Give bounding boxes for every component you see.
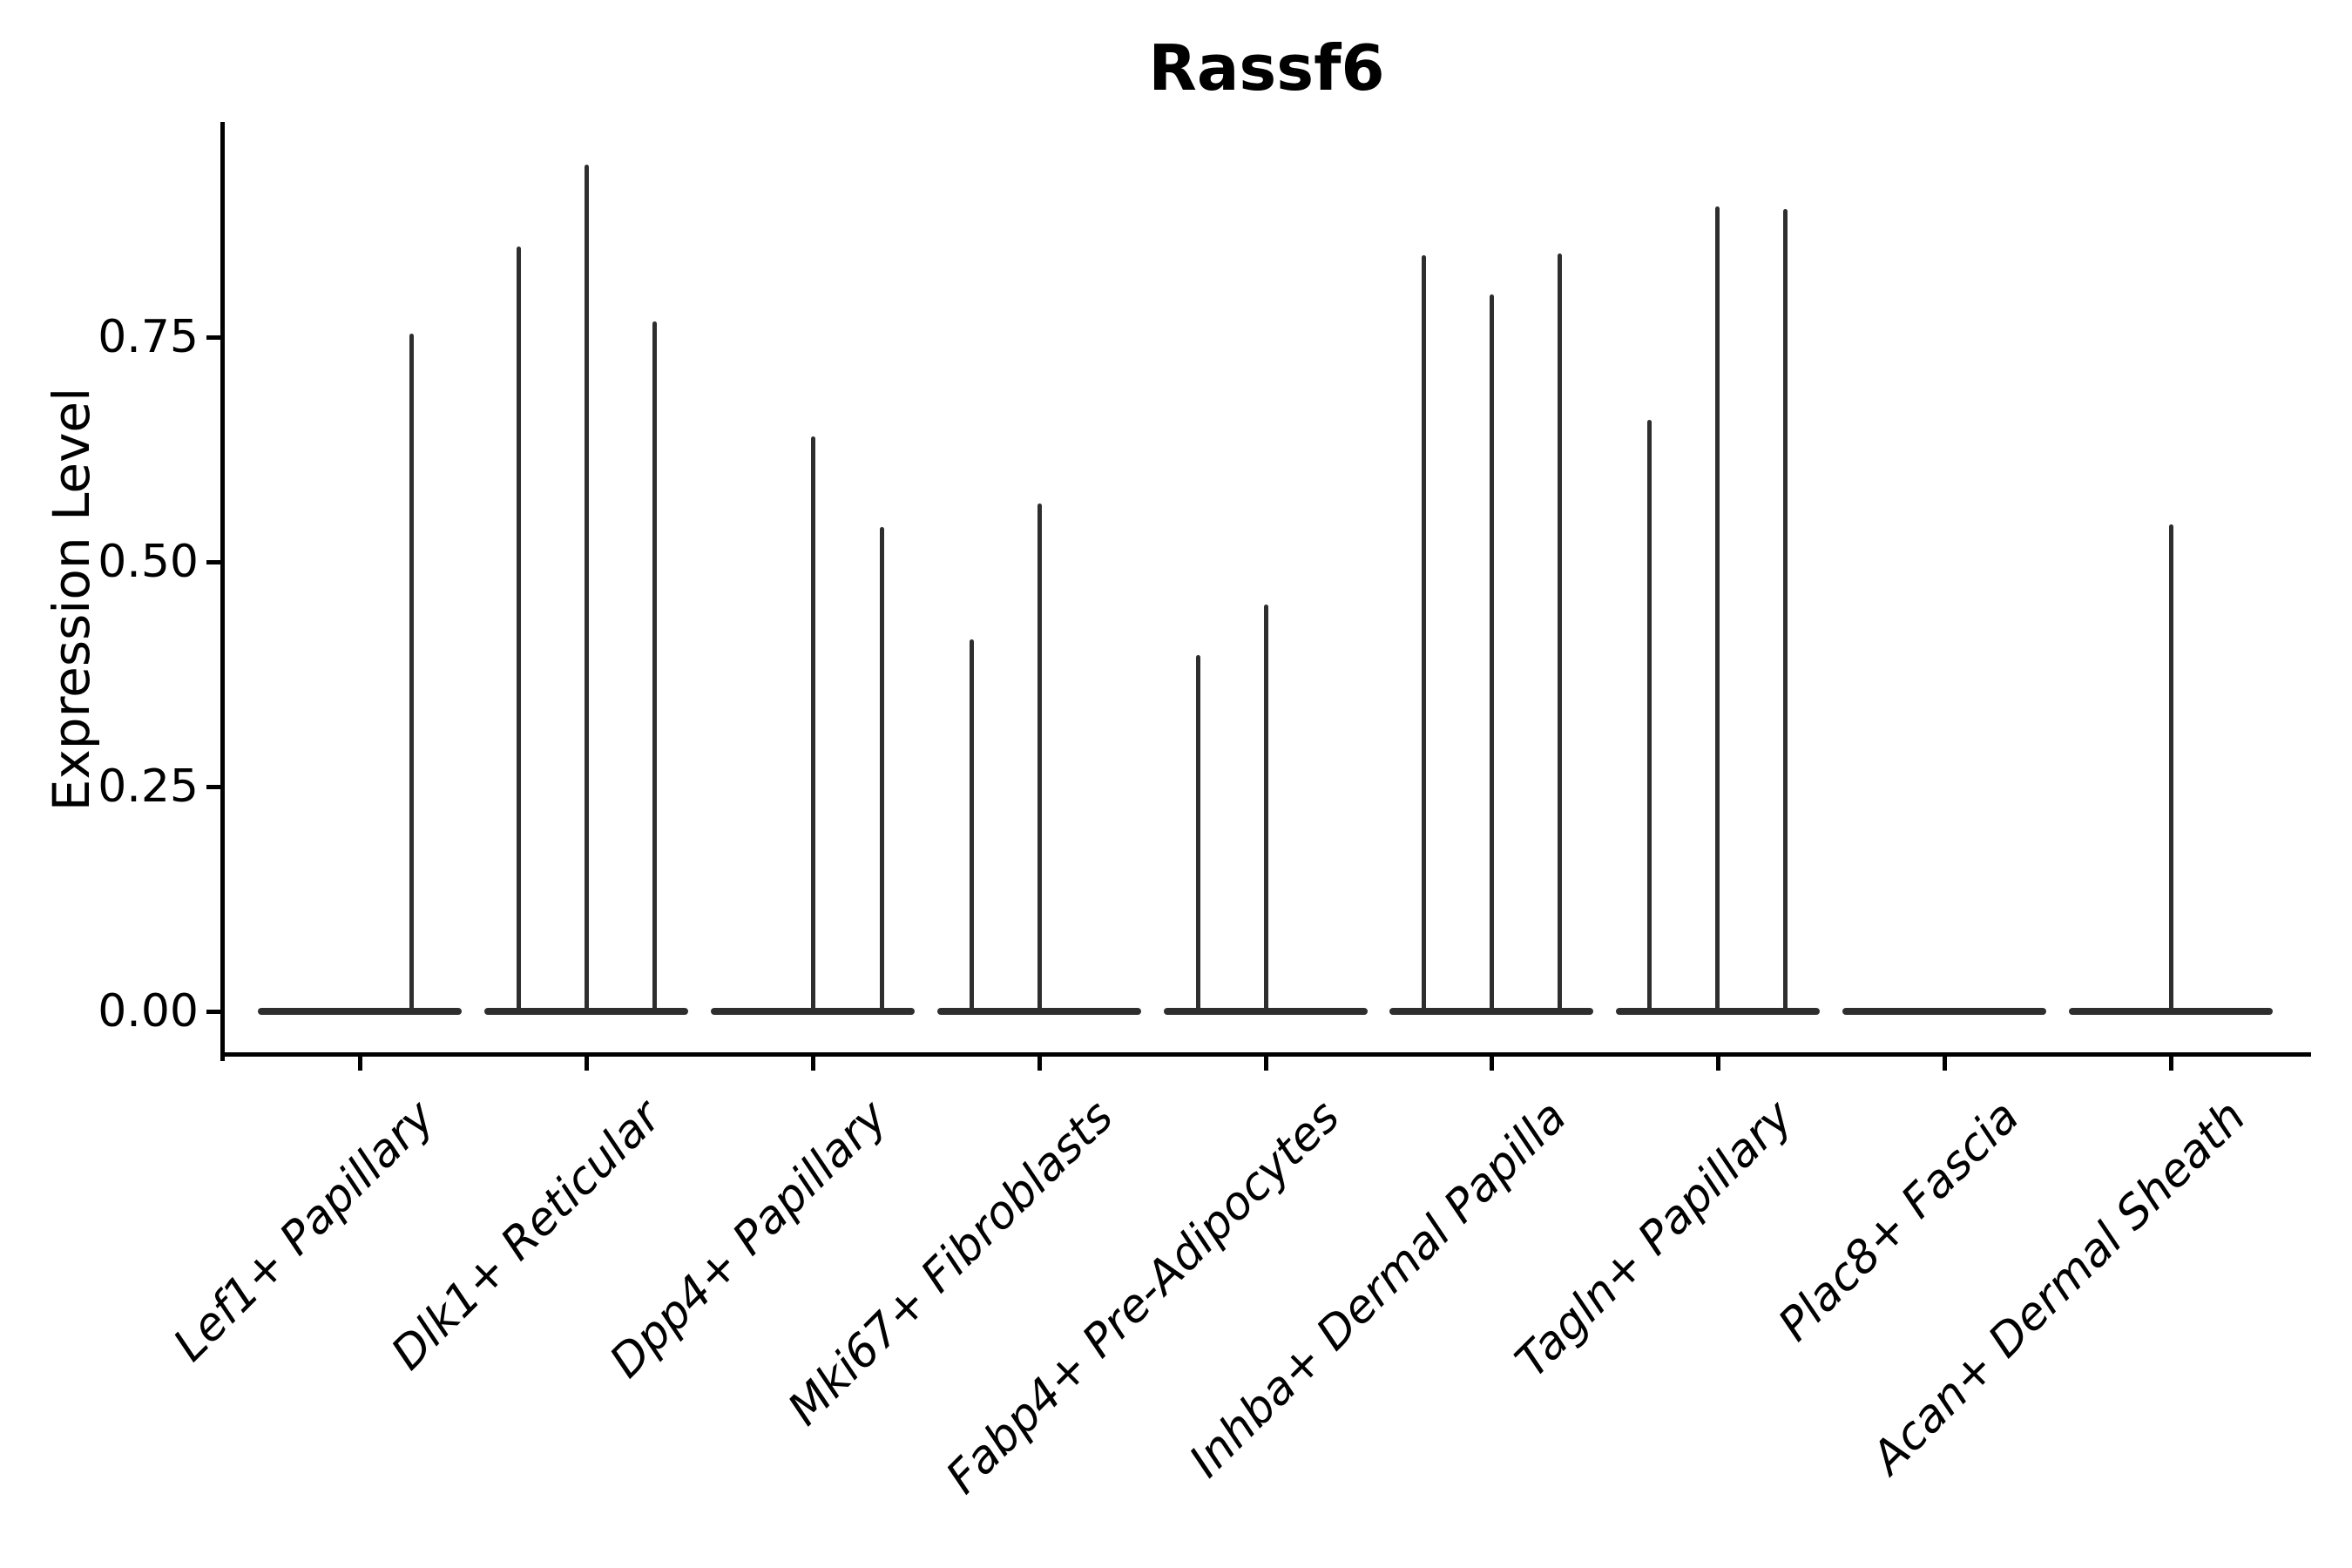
y-tick-label: 0.50	[98, 536, 199, 588]
x-axis-tick	[1037, 1057, 1042, 1071]
violin-spike	[1490, 294, 1495, 1011]
violin-spike	[969, 639, 974, 1011]
y-axis-tick	[206, 785, 220, 789]
x-axis-tick	[584, 1057, 589, 1071]
violin-base	[1163, 1008, 1368, 1015]
chart-title: Rassf6	[1148, 31, 1385, 105]
violin-base	[1616, 1008, 1821, 1015]
violin-spike	[2169, 524, 2173, 1011]
violin-spike	[1783, 209, 1788, 1011]
violin-spike	[879, 526, 884, 1011]
violin-base	[2069, 1008, 2273, 1015]
violin-spike	[1263, 604, 1268, 1011]
violin-base	[936, 1008, 1141, 1015]
x-axis-tick	[358, 1057, 362, 1071]
x-axis-tick	[1943, 1057, 1948, 1071]
violin-spike	[1647, 419, 1652, 1011]
violin-spike	[1195, 655, 1200, 1011]
x-tick-label-text: Fabp4+ Pre-Adipocytes	[936, 1091, 1350, 1504]
violin-spike	[652, 321, 657, 1011]
violin-base	[1842, 1008, 2047, 1015]
x-axis-tick	[1490, 1057, 1495, 1071]
x-axis-spine	[220, 1052, 2311, 1057]
y-axis-tick	[206, 335, 220, 340]
x-axis-tick	[2169, 1057, 2173, 1071]
y-tick-label: 0.00	[98, 985, 199, 1037]
violin-base	[483, 1008, 688, 1015]
violin-spike	[584, 164, 589, 1011]
y-axis-spine	[220, 122, 225, 1061]
violin-spike	[810, 436, 815, 1011]
x-axis-tick	[810, 1057, 815, 1071]
x-tick-label-text: Acan+ Dermal Sheath	[1862, 1091, 2256, 1484]
violin-base	[1389, 1008, 1594, 1015]
violin-spike	[1037, 503, 1042, 1011]
y-tick-label: 0.25	[98, 760, 199, 813]
violin-spike	[1715, 206, 1720, 1011]
y-axis-label: Expression Level	[42, 387, 101, 812]
y-axis-tick	[206, 560, 220, 564]
y-axis-tick	[206, 1010, 220, 1014]
violin-spike	[409, 333, 414, 1011]
violin-base	[710, 1008, 915, 1015]
violin-spike	[516, 246, 521, 1011]
violin-base	[258, 1008, 462, 1015]
y-tick-label: 0.75	[98, 311, 199, 363]
x-axis-tick	[1263, 1057, 1268, 1071]
x-axis-tick	[1716, 1057, 1721, 1071]
violin-spike	[1558, 253, 1563, 1011]
x-tick-label-text: Inhba+ Dermal Papilla	[1179, 1091, 1577, 1488]
x-tick-label: Acan+ Dermal Sheath	[1609, 1091, 2255, 1484]
violin-spike	[1422, 255, 1427, 1011]
